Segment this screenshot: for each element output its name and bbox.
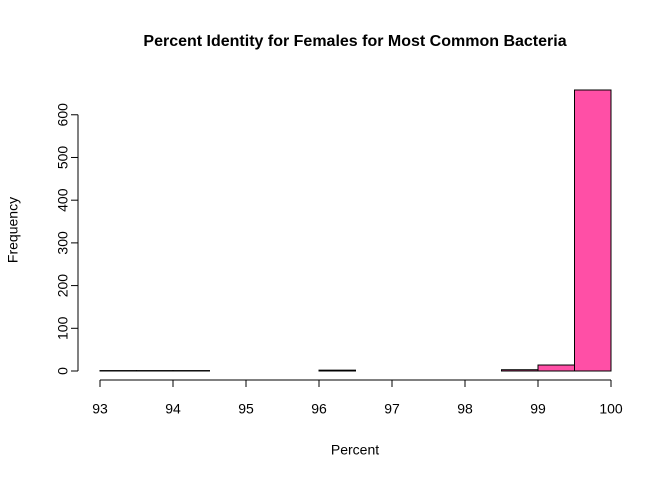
- x-axis-label: Percent: [331, 442, 379, 458]
- y-tick-label: 100: [55, 316, 71, 340]
- bar: [537, 364, 575, 372]
- chart-title: Percent Identity for Females for Most Co…: [143, 33, 566, 50]
- x-tick-label: 97: [384, 401, 400, 417]
- y-tick-label: 600: [55, 103, 71, 127]
- y-tick-label: 500: [55, 146, 71, 170]
- x-tick-label: 100: [599, 401, 623, 417]
- x-tick-label: 98: [457, 401, 473, 417]
- x-tick-label: 95: [238, 401, 254, 417]
- x-tick-label: 93: [92, 401, 108, 417]
- y-tick-label: 300: [55, 231, 71, 255]
- x-tick-label: 96: [311, 401, 327, 417]
- y-tick-label: 400: [55, 188, 71, 212]
- y-axis-label: Frequency: [5, 197, 21, 263]
- bar: [574, 89, 612, 372]
- x-tick-label: 94: [165, 401, 181, 417]
- bar: [501, 369, 539, 372]
- x-tick-label: 99: [530, 401, 546, 417]
- bar: [318, 369, 356, 372]
- y-tick-label: 200: [55, 274, 71, 298]
- y-tick-label: 0: [55, 367, 71, 375]
